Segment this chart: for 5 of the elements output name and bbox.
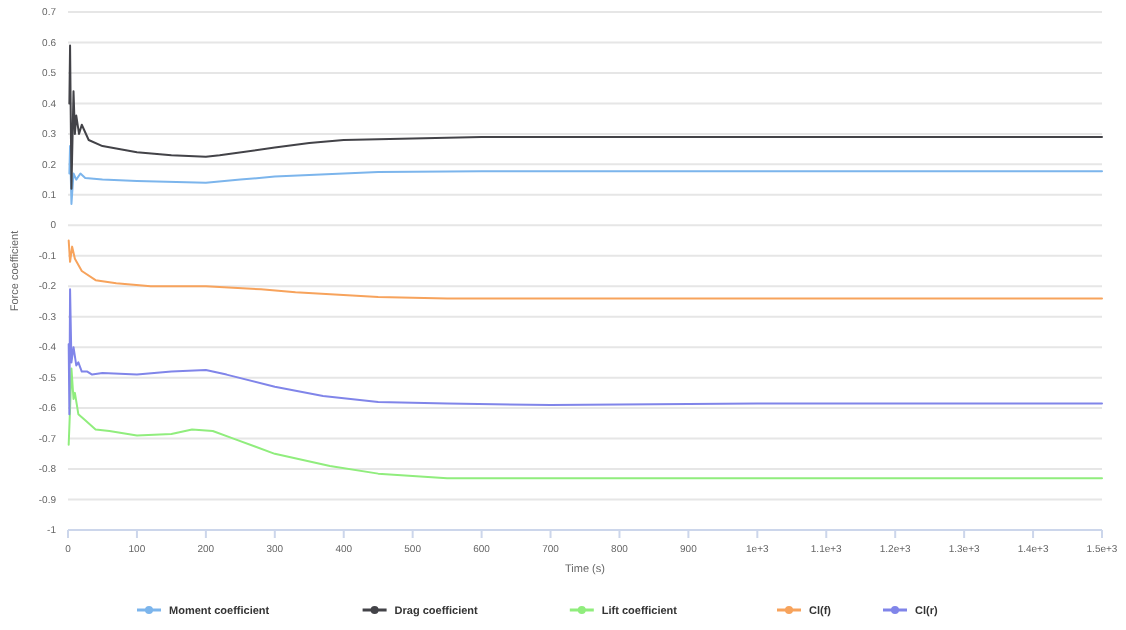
line-series [68, 145, 1103, 205]
line-series [68, 44, 1103, 190]
line-series [67, 367, 1103, 480]
line-series [67, 239, 1103, 300]
line-series [67, 288, 1103, 416]
